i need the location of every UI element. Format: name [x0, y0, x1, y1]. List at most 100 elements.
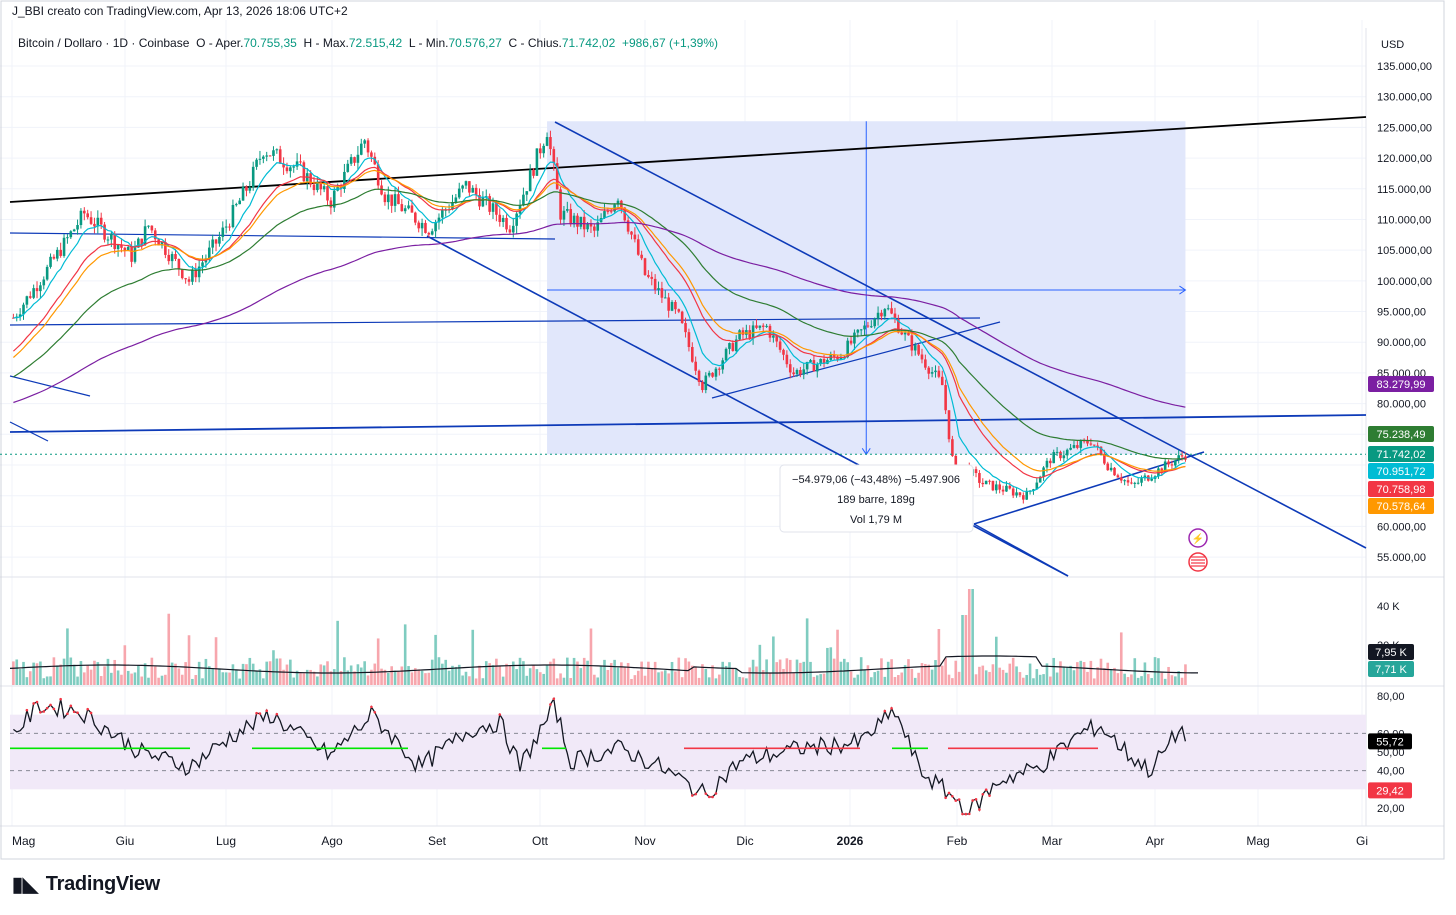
- volume-bar: [471, 629, 475, 685]
- volume-bar: [897, 675, 900, 685]
- rsi-oversold-mark: [707, 795, 711, 799]
- candle-body: [481, 197, 485, 207]
- ema-21-line: [12, 166, 1186, 479]
- rsi-overbought-mark: [35, 700, 39, 704]
- candle-body: [815, 364, 819, 372]
- symbol-title[interactable]: Bitcoin / Dollaro · 1D · Coinbase: [18, 36, 190, 50]
- low-label: L - Min.: [408, 36, 449, 50]
- candle-body: [670, 302, 674, 311]
- candle-body: [417, 222, 421, 229]
- candle-body: [711, 372, 714, 377]
- candle-body: [126, 246, 130, 251]
- candle-body: [113, 233, 117, 250]
- time-tick-label: Lug: [216, 834, 236, 848]
- volume-bar: [650, 668, 654, 685]
- rsi-tick-label: 50,00: [1377, 747, 1405, 759]
- candle-body: [191, 269, 194, 282]
- candle-body: [211, 239, 214, 248]
- candle-body: [609, 211, 613, 213]
- candle-body: [579, 216, 583, 227]
- volume-bar: [366, 675, 370, 685]
- rsi-overbought-mark: [498, 713, 502, 716]
- candle-body: [694, 361, 697, 371]
- candle-body: [1160, 468, 1164, 472]
- volume-bar: [826, 647, 829, 685]
- volume-bar: [164, 674, 167, 685]
- volume-bar: [481, 678, 485, 685]
- volume-bar: [1032, 678, 1035, 685]
- candle-body: [39, 285, 42, 292]
- measure-tooltip-box: [779, 464, 974, 533]
- volume-bar: [1160, 672, 1164, 685]
- candle-body: [258, 158, 262, 160]
- volume-bar: [799, 662, 802, 685]
- candle-body: [569, 209, 573, 225]
- candle-body: [501, 217, 505, 222]
- lightning-event-icon: [1188, 528, 1208, 548]
- candle-body: [734, 339, 738, 351]
- volume-bar: [235, 669, 238, 685]
- candle-body: [873, 318, 876, 327]
- price-tick-label: 105.000,00: [1377, 245, 1432, 257]
- candle-body: [920, 354, 924, 360]
- candle-body: [978, 473, 981, 483]
- volume-bar: [383, 669, 387, 685]
- volume-bar: [819, 674, 822, 685]
- brand-footer[interactable]: ▮◣ TradingView: [12, 872, 160, 897]
- volume-bar: [579, 668, 583, 685]
- candle-body: [207, 247, 211, 259]
- volume-bar: [400, 666, 404, 685]
- candle-body: [853, 332, 856, 344]
- watermark-credit: J_BBI creato con TradingView.com, Apr 13…: [12, 4, 348, 18]
- volume-bar: [332, 669, 336, 685]
- volume-bar: [89, 669, 93, 685]
- price-tick-label: 110.000,00: [1377, 214, 1431, 226]
- candle-body: [1011, 488, 1015, 496]
- rsi-overbought-mark: [552, 697, 556, 701]
- volume-bar: [606, 669, 610, 685]
- change-value: +986,67 (+1,39%): [621, 36, 719, 50]
- candle-body: [471, 187, 475, 193]
- rsi-overbought-mark: [72, 710, 76, 714]
- candle-body: [1086, 440, 1089, 444]
- candle-body: [464, 181, 468, 186]
- volume-bar: [282, 669, 285, 685]
- candle-body: [370, 152, 373, 157]
- flag-event-circle: [1188, 552, 1208, 572]
- volume-bar: [572, 657, 576, 685]
- volume-bar: [83, 672, 86, 685]
- rsi-oversold-mark: [944, 796, 947, 800]
- candle-body: [532, 169, 535, 176]
- volume-bar: [934, 660, 937, 685]
- candle-body: [218, 236, 221, 244]
- candle-body: [738, 330, 741, 340]
- candle-body: [674, 302, 677, 310]
- volume-bar: [72, 664, 76, 685]
- candle-body: [437, 217, 441, 223]
- rsi-ma-text: 29,42: [1376, 785, 1404, 797]
- ema-9-line: [13, 157, 1186, 492]
- candle-body: [1062, 455, 1066, 459]
- candle-body: [944, 385, 947, 411]
- volume-bar: [248, 657, 252, 685]
- candle-body: [62, 237, 66, 256]
- price-tick-label: 95.000,00: [1377, 307, 1426, 319]
- time-tick-label: Mag: [12, 834, 35, 848]
- volume-bar: [998, 667, 1001, 685]
- volume-bar: [687, 661, 691, 685]
- candle-body: [701, 382, 704, 391]
- candle-body: [660, 288, 664, 298]
- indicator-price-text: 71.742,02: [1377, 449, 1426, 461]
- candle-body: [1136, 482, 1140, 484]
- volume-bar: [586, 660, 589, 685]
- candle-body: [1032, 489, 1035, 491]
- volume-bar: [613, 659, 616, 685]
- volume-bar: [1001, 669, 1005, 685]
- volume-bar: [525, 675, 529, 685]
- measure-volume-text: Vol 1,79 M: [850, 514, 902, 526]
- candle-body: [18, 314, 22, 317]
- volume-bar: [792, 672, 795, 685]
- volume-bar: [224, 672, 228, 685]
- volume-badge: [1368, 644, 1414, 660]
